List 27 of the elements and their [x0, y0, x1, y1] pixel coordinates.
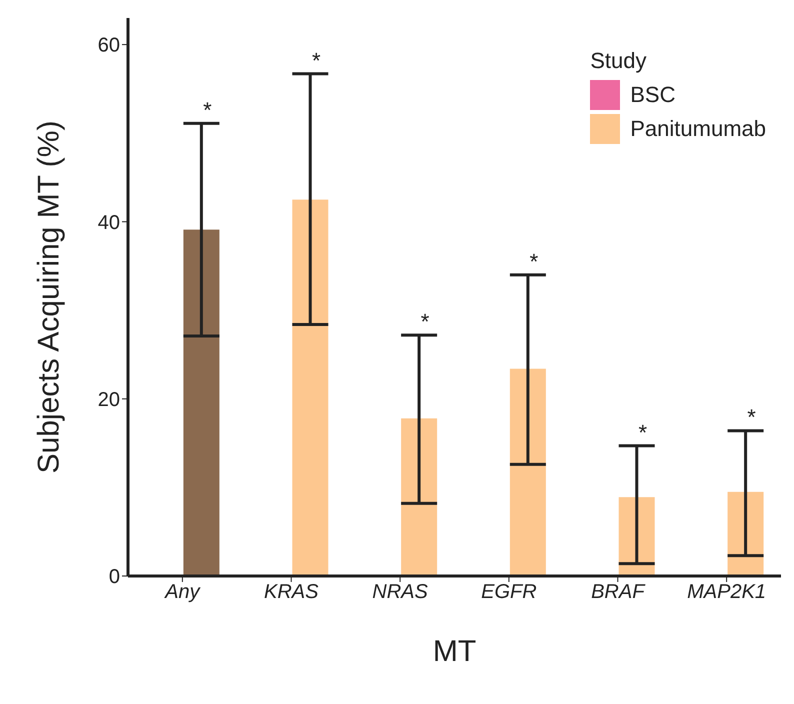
x-axis-title: MT: [432, 635, 476, 668]
x-tick-label: EGFR: [481, 581, 537, 604]
annotation: *: [747, 404, 756, 430]
annotation: *: [203, 97, 212, 122]
x-tick-label: MAP2K1: [687, 581, 766, 604]
legend-label: Panitumumab: [630, 116, 766, 142]
y-tick-label: 0: [108, 566, 120, 588]
annotation: *: [420, 309, 430, 334]
legend-label: BSC: [630, 82, 676, 108]
bar: [510, 368, 546, 576]
x-tick-label: BRAF: [591, 581, 646, 604]
y-axis-title: Subjects Acquiring MT (%): [32, 120, 66, 474]
annotation: *: [312, 48, 321, 73]
annotation: *: [530, 248, 539, 274]
bar: [292, 200, 328, 576]
bar: [618, 497, 655, 576]
y-tick-label: 60: [98, 34, 120, 57]
annotation: *: [638, 420, 648, 445]
x-tick-label: Any: [164, 581, 201, 604]
y-tick-label: 20: [98, 388, 120, 411]
bar: [728, 492, 764, 576]
bar: [183, 230, 220, 576]
bar: [401, 418, 438, 576]
y-tick-label: 40: [98, 212, 120, 234]
legend-title: Study: [590, 48, 648, 74]
x-tick-label: NRAS: [372, 581, 429, 604]
x-tick-label: KRAS: [264, 581, 320, 604]
